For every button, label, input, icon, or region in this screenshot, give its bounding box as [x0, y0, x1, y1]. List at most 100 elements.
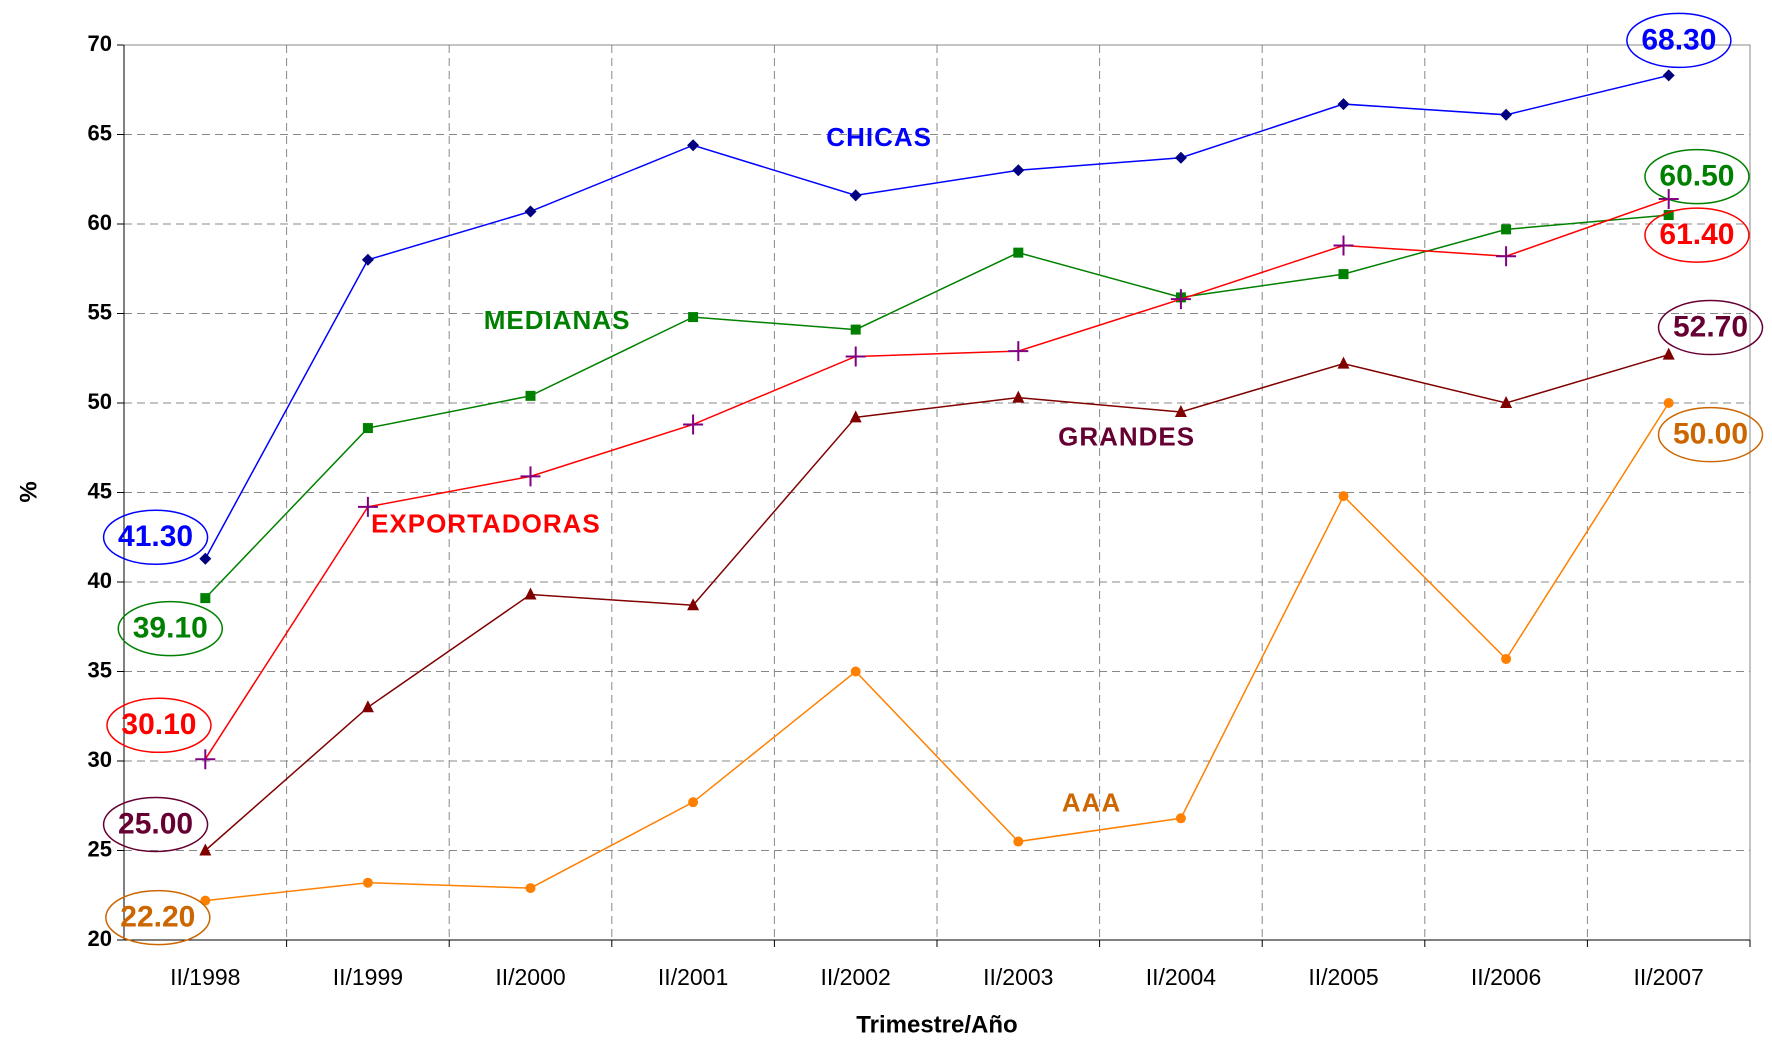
- x-tick-label: II/2003: [983, 964, 1053, 990]
- y-tick-label: 65: [88, 120, 112, 145]
- value-label: 22.20: [120, 900, 195, 933]
- marker: [1337, 356, 1350, 369]
- marker: [1501, 653, 1512, 664]
- marker: [200, 593, 211, 604]
- x-tick-label: II/2006: [1471, 964, 1541, 990]
- y-axis-title: %: [15, 481, 42, 502]
- marker: [1501, 224, 1512, 235]
- y-tick-label: 45: [88, 478, 112, 503]
- x-tick-label: II/2005: [1308, 964, 1378, 990]
- marker: [849, 410, 862, 423]
- value-label-ellipse: [105, 889, 211, 946]
- value-label: 39.10: [133, 612, 208, 645]
- x-tick-label: II/1999: [333, 964, 403, 990]
- series-line: [204, 198, 1669, 760]
- series-line: [205, 402, 1670, 902]
- marker: [1333, 235, 1354, 256]
- marker: [687, 139, 700, 152]
- marker: [199, 843, 212, 856]
- value-label-ellipse: [102, 509, 209, 566]
- x-tick-label: II/2000: [495, 964, 565, 990]
- series-label: AAA: [1062, 787, 1121, 817]
- x-tick-label: II/2004: [1146, 964, 1217, 990]
- value-label-ellipse: [106, 697, 212, 754]
- y-tick-label: 35: [88, 657, 112, 682]
- x-tick-label: II/2002: [821, 964, 891, 990]
- value-label-ellipse: [1644, 148, 1750, 205]
- value-label-ellipse: [1657, 406, 1764, 463]
- y-tick-label: 50: [88, 389, 112, 414]
- marker: [1170, 289, 1191, 310]
- marker: [850, 666, 861, 677]
- value-label-ellipse: [117, 600, 224, 657]
- marker: [850, 324, 861, 335]
- marker: [195, 749, 216, 770]
- value-label-ellipse: [102, 796, 209, 853]
- marker: [362, 877, 373, 888]
- x-axis-title: Trimestre/Año: [856, 1011, 1017, 1038]
- marker: [357, 496, 378, 517]
- series-label: CHICAS: [826, 122, 932, 152]
- marker: [1338, 269, 1349, 280]
- y-tick-label: 55: [88, 299, 112, 324]
- marker: [1662, 69, 1675, 82]
- marker: [362, 423, 373, 434]
- marker: [1337, 98, 1350, 111]
- marker: [687, 598, 700, 611]
- marker: [524, 587, 537, 600]
- value-label: 68.30: [1641, 23, 1716, 56]
- marker: [1012, 164, 1025, 177]
- value-label: 41.30: [118, 520, 193, 553]
- marker: [1008, 341, 1029, 362]
- marker: [1013, 836, 1024, 847]
- value-label: 60.50: [1659, 160, 1734, 193]
- value-label: 61.40: [1659, 218, 1734, 251]
- x-tick-label: II/1998: [170, 964, 240, 990]
- marker: [1174, 404, 1187, 417]
- marker: [1013, 247, 1024, 258]
- value-label-ellipse: [1657, 299, 1764, 356]
- y-tick-label: 20: [88, 926, 112, 951]
- marker: [1663, 398, 1674, 408]
- marker: [1496, 246, 1517, 267]
- series-label: MEDIANAS: [484, 305, 631, 335]
- value-label: 52.70: [1673, 310, 1748, 343]
- marker: [1500, 396, 1513, 408]
- marker: [1338, 491, 1349, 502]
- marker: [683, 414, 704, 435]
- marker: [849, 189, 862, 202]
- y-tick-label: 70: [88, 31, 112, 56]
- series-line: [204, 74, 1669, 560]
- y-tick-label: 40: [88, 568, 112, 593]
- marker: [1663, 210, 1674, 221]
- marker: [1174, 151, 1187, 164]
- marker: [688, 797, 699, 808]
- marker: [200, 895, 211, 906]
- series-label: EXPORTADORAS: [371, 508, 601, 538]
- x-tick-label: II/2001: [658, 964, 728, 990]
- y-tick-label: 60: [88, 210, 112, 235]
- marker: [1012, 390, 1025, 403]
- marker: [525, 390, 536, 401]
- marker: [1500, 108, 1513, 121]
- marker: [520, 466, 541, 487]
- marker: [199, 552, 212, 565]
- value-label: 50.00: [1673, 418, 1748, 451]
- value-label: 30.10: [121, 708, 196, 741]
- marker: [361, 700, 374, 713]
- x-tick-label: II/2007: [1634, 964, 1704, 990]
- marker: [524, 205, 537, 218]
- marker: [1175, 813, 1186, 824]
- series-line: [204, 214, 1669, 599]
- marker: [845, 346, 866, 367]
- value-label-ellipse: [1644, 207, 1750, 263]
- marker: [525, 883, 536, 894]
- marker: [1662, 347, 1675, 360]
- y-tick-label: 25: [88, 836, 112, 861]
- value-label: 25.00: [118, 807, 193, 840]
- series-label: GRANDES: [1058, 421, 1195, 451]
- marker: [688, 312, 699, 323]
- y-tick-label: 30: [88, 747, 112, 772]
- series-line: [204, 353, 1669, 852]
